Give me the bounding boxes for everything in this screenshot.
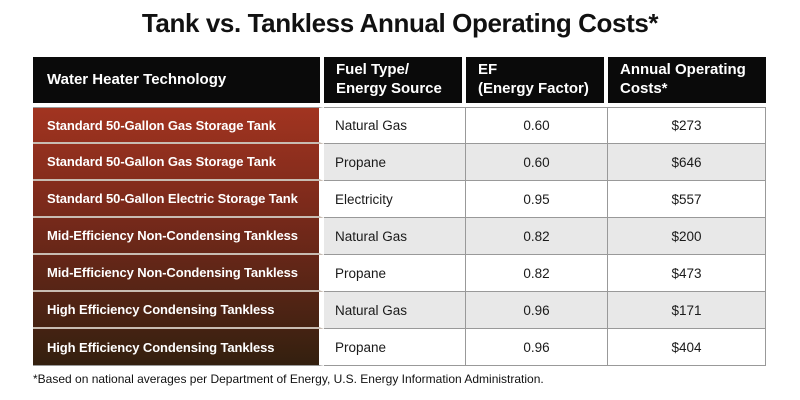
operating-costs-table: Water Heater Technology Fuel Type/ Energ…	[33, 57, 766, 366]
column-header-fuel-type: Fuel Type/ Energy Source	[324, 57, 466, 103]
table-body: Standard 50-Gallon Gas Storage Tank Natu…	[33, 107, 766, 366]
annual-cost-cell: $473	[608, 255, 766, 292]
energy-factor-cell: 0.82	[466, 218, 608, 255]
technology-cell: High Efficiency Condensing Tankless	[33, 329, 324, 366]
fuel-cell: Natural Gas	[324, 292, 466, 329]
column-header-annual-cost: Annual Operating Costs*	[608, 57, 766, 103]
energy-factor-cell: 0.82	[466, 255, 608, 292]
annual-cost-cell: $646	[608, 144, 766, 181]
fuel-cell: Propane	[324, 144, 466, 181]
annual-cost-cell: $404	[608, 329, 766, 366]
energy-factor-cell: 0.96	[466, 292, 608, 329]
technology-cell: Mid-Efficiency Non-Condensing Tankless	[33, 255, 324, 292]
fuel-cell: Natural Gas	[324, 218, 466, 255]
annual-cost-cell: $171	[608, 292, 766, 329]
energy-factor-cell: 0.60	[466, 144, 608, 181]
energy-factor-cell: 0.95	[466, 181, 608, 218]
fuel-cell: Electricity	[324, 181, 466, 218]
column-header-technology: Water Heater Technology	[33, 57, 324, 103]
technology-cell: Mid-Efficiency Non-Condensing Tankless	[33, 218, 324, 255]
technology-cell: Standard 50-Gallon Gas Storage Tank	[33, 107, 324, 144]
footnote: *Based on national averages per Departme…	[33, 372, 544, 386]
energy-factor-cell: 0.96	[466, 329, 608, 366]
technology-cell: High Efficiency Condensing Tankless	[33, 292, 324, 329]
annual-cost-cell: $273	[608, 107, 766, 144]
annual-cost-cell: $200	[608, 218, 766, 255]
fuel-cell: Propane	[324, 329, 466, 366]
table-header-row: Water Heater Technology Fuel Type/ Energ…	[33, 57, 766, 103]
annual-cost-cell: $557	[608, 181, 766, 218]
page-title: Tank vs. Tankless Annual Operating Costs…	[141, 8, 659, 38]
technology-cell: Standard 50-Gallon Electric Storage Tank	[33, 181, 324, 218]
technology-cell: Standard 50-Gallon Gas Storage Tank	[33, 144, 324, 181]
fuel-cell: Natural Gas	[324, 107, 466, 144]
fuel-cell: Propane	[324, 255, 466, 292]
column-header-energy-factor: EF (Energy Factor)	[466, 57, 608, 103]
energy-factor-cell: 0.60	[466, 107, 608, 144]
